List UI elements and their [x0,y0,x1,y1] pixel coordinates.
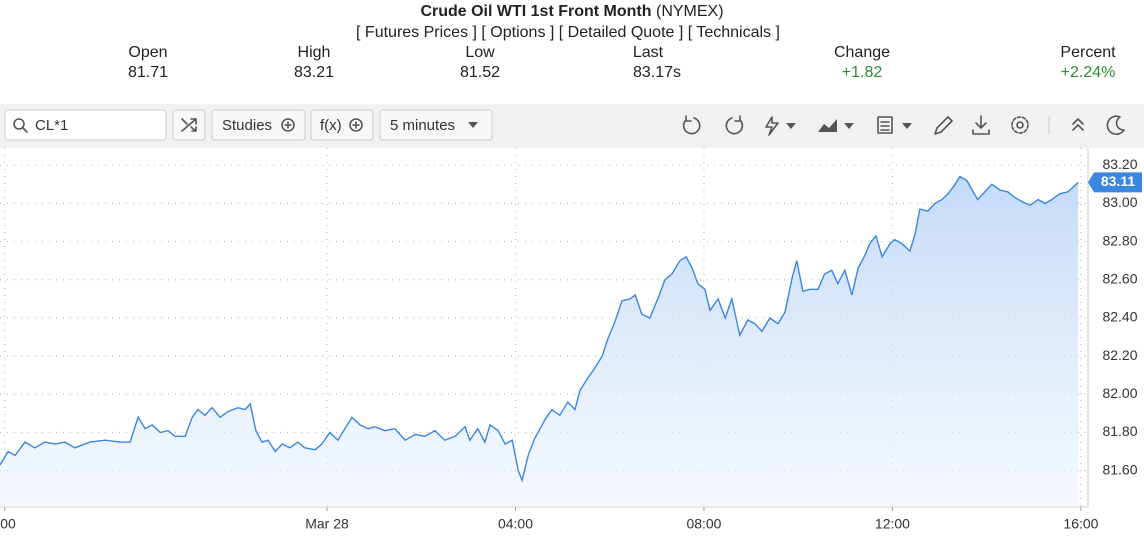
quote-label: Last [633,44,664,61]
collapse-icon[interactable] [1072,118,1084,131]
y-tick-label: 81.80 [1102,423,1137,439]
link[interactable]: [ Futures Prices ] [356,24,477,41]
dropdown-arrow [902,123,912,129]
exchange: (NYMEX) [656,3,724,20]
quote-label: High [298,44,331,61]
quote-label: Percent [1060,44,1116,61]
chart-type-icon[interactable] [818,119,837,132]
dropdown-arrow [468,122,478,128]
line [0,175,1079,483]
interval-select[interactable] [379,109,493,141]
quote-value: +1.82 [842,64,883,81]
title-name: Crude Oil WTI 1st Front Month [420,3,651,20]
y-tick-label: 82.40 [1102,309,1137,325]
plus-icon [352,121,360,129]
y-tick-label: 82.60 [1102,270,1137,286]
last-price-label: 83.11 [1101,173,1135,189]
quote-label: Low [465,44,495,61]
settings-icon[interactable] [1016,121,1024,129]
search-icon-handle [22,127,28,133]
download-icon[interactable] [972,115,990,135]
plus-icon [281,118,295,132]
x-tick-label: 12:00 [875,516,910,532]
compare-icon [181,118,197,132]
function-label: f(x) [320,117,342,134]
y-tick-label: 82.20 [1102,347,1137,363]
y-tick-label: 81.60 [1102,461,1137,477]
plus-icon [349,118,363,132]
last-price-badge [1088,172,1142,193]
y-tick-label: 83.20 [1102,156,1137,172]
area [0,176,1079,507]
y-tick-label: 83.00 [1102,194,1137,210]
quote-value: 83.21 [294,64,334,81]
x-tick-label: 08:00 [686,516,721,532]
link[interactable]: [ Technicals ] [688,24,780,41]
studies-button[interactable] [211,109,306,141]
theme-icon[interactable] [1106,115,1125,136]
dropdown-arrow [844,123,854,129]
search-box[interactable] [4,109,167,141]
quote-value: +2.24% [1061,64,1116,81]
quote-value: 81.52 [460,64,500,81]
quote-value: 83.17s [633,64,681,81]
links: [ Futures Prices ] [ Options ] [ Detaile… [356,24,780,41]
y-tick-label: 82.00 [1102,385,1137,401]
draw-icon[interactable] [934,116,953,135]
events-icon[interactable] [765,116,779,136]
toolbar-icons [682,115,1125,136]
redo-icon[interactable] [725,115,744,135]
dropdown-arrow [786,123,796,129]
undo-icon[interactable] [682,115,701,135]
studies-label: Studies [222,117,272,134]
search-icon [13,118,25,130]
quote-label: Change [834,44,890,61]
function-button[interactable] [310,109,374,141]
x-tick-label: 16:00 [1063,516,1098,532]
link[interactable]: [ Options ] [481,24,554,41]
y-tick-label: 82.80 [1102,232,1137,248]
title: Crude Oil WTI 1st Front Month (NYMEX) [420,3,723,20]
layout-icon [880,121,890,131]
interval-label: 5 minutes [390,117,455,134]
x-tick-label: Mar 28 [305,516,349,532]
x-tick-label: 04:00 [498,516,533,532]
quote-value: 81.71 [128,64,168,81]
toolbar [0,104,1144,148]
link[interactable]: [ Detailed Quote ] [559,24,684,41]
symbol[interactable]: CL*1 [35,117,68,134]
quote-label: Open [128,44,167,61]
chart: 81.60 81.80 82.00 82.20 82.40 82.60 82.80 83.00… [0,148,1142,532]
x-tick-label: 00 [0,516,16,532]
layout-icon[interactable] [877,116,893,134]
plus-icon [284,121,292,129]
settings-icon [1011,116,1029,134]
